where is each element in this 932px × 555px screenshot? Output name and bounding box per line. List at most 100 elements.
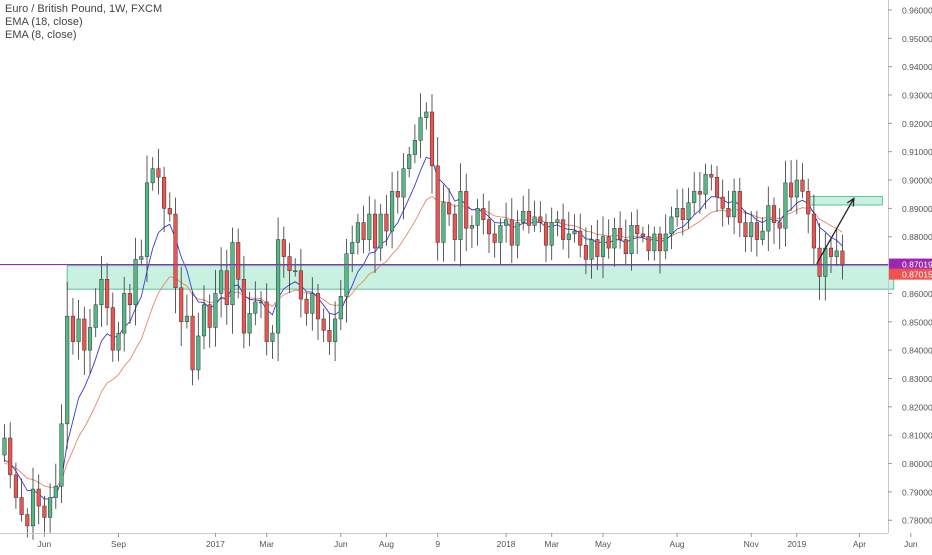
candle-up xyxy=(504,219,509,226)
y-tick-label: 0.79000 xyxy=(902,487,932,497)
candle-down xyxy=(743,222,748,237)
candle-down xyxy=(726,208,731,218)
candle-down xyxy=(447,202,452,215)
candle-up xyxy=(475,208,480,226)
candle-down xyxy=(452,213,457,240)
x-tick-label: Aug xyxy=(379,539,394,549)
y-tick-label: 0.94000 xyxy=(902,62,932,72)
candle-down xyxy=(321,318,326,331)
candle-down xyxy=(224,270,229,306)
candle-down xyxy=(162,176,167,209)
y-tick-label: 0.84000 xyxy=(902,346,932,356)
y-tick-label: 0.80000 xyxy=(902,459,932,469)
arrow-shaft xyxy=(816,198,855,264)
candle-up xyxy=(760,230,765,240)
candle-up xyxy=(2,437,7,456)
x-tick-label: Mar xyxy=(544,539,559,549)
candle-down xyxy=(486,219,492,235)
candle-down xyxy=(720,196,725,209)
y-tick-label: 0.88000 xyxy=(902,232,932,242)
candle-up xyxy=(93,304,98,328)
candle-up xyxy=(834,250,839,257)
y-tick-label: 0.91000 xyxy=(902,147,932,157)
y-tick-label: 0.89000 xyxy=(902,204,932,214)
candle-up xyxy=(612,227,617,249)
candle-up xyxy=(344,253,349,297)
candle-down xyxy=(304,298,309,314)
ema18-legend: EMA (18, close) xyxy=(5,16,83,28)
y-tick-label: 0.81000 xyxy=(902,431,932,441)
candle-up xyxy=(390,191,395,232)
chart-legend: Euro / British Pound, 1W, FXCM EMA (18, … xyxy=(5,3,162,42)
y-tick-label: 0.78000 xyxy=(902,516,932,526)
candle-up xyxy=(201,304,207,337)
candle-down xyxy=(492,233,497,243)
candle-down xyxy=(640,233,645,237)
candle-down xyxy=(173,213,178,289)
candle-up xyxy=(355,222,360,243)
candle-down xyxy=(315,293,321,320)
ema18-line xyxy=(4,195,843,488)
candle-down xyxy=(372,213,378,249)
candle-down xyxy=(384,213,389,232)
price-label-bg xyxy=(889,258,932,270)
candle-down xyxy=(435,165,440,243)
candle-up xyxy=(515,222,520,246)
candle-up xyxy=(122,293,127,334)
candle-up xyxy=(549,222,554,246)
ema-lines xyxy=(4,156,843,500)
candle-up xyxy=(663,233,668,252)
candle-down xyxy=(464,191,469,229)
candle-up xyxy=(692,191,697,203)
candle-up xyxy=(48,497,53,518)
candle-down xyxy=(127,293,132,306)
candle-down xyxy=(789,182,794,198)
candle-down xyxy=(709,174,714,178)
arrow-head xyxy=(846,197,855,207)
candle-down xyxy=(737,191,742,223)
candle-down xyxy=(680,208,685,220)
candle-up xyxy=(600,236,606,257)
candle-up xyxy=(783,182,788,229)
candle-up xyxy=(144,182,150,257)
candle-down xyxy=(281,239,286,257)
candle-up xyxy=(338,296,343,320)
candle-up xyxy=(53,485,58,498)
candle-up xyxy=(139,256,144,260)
x-tick-label: Jun xyxy=(38,539,52,549)
candle-up xyxy=(566,233,571,240)
y-tick-label: 0.93000 xyxy=(902,90,932,100)
candle-up xyxy=(521,210,526,223)
candle-down xyxy=(578,230,583,246)
x-tick-label: Jun xyxy=(904,539,918,549)
candle-down xyxy=(236,242,241,280)
candle-up xyxy=(184,315,189,323)
candle-down xyxy=(561,219,566,240)
candle-down xyxy=(623,239,628,254)
candle-up xyxy=(253,301,258,314)
y-axis: 0.96000 0.95000 0.94000 0.93000 0.92000 0.910… xyxy=(888,0,932,533)
candle-down xyxy=(105,279,110,308)
candle-up xyxy=(686,202,691,220)
candle-down xyxy=(241,279,246,334)
x-tick-label: 2017 xyxy=(206,539,225,549)
candle-up xyxy=(367,213,372,240)
price-label: 0.87015 xyxy=(902,270,932,280)
candle-down xyxy=(298,270,303,300)
x-tick-label: Mar xyxy=(259,539,274,549)
candle-down xyxy=(595,239,600,257)
candle-up xyxy=(133,259,138,306)
candle-down xyxy=(606,236,611,249)
y-tick-label: 0.83000 xyxy=(902,374,932,384)
candle-up xyxy=(247,313,252,334)
y-tick-label: 0.82000 xyxy=(902,402,932,412)
x-tick-label: May xyxy=(595,539,612,549)
candle-up xyxy=(213,293,218,328)
candle-up xyxy=(572,230,577,235)
candle-up xyxy=(749,222,754,237)
candle-up xyxy=(441,202,446,243)
x-axis: Jun Sep 2017 Mar Jun Aug 9 2018 Mar May Aug Nov 2019… xyxy=(0,533,918,549)
candle-up xyxy=(293,270,298,273)
